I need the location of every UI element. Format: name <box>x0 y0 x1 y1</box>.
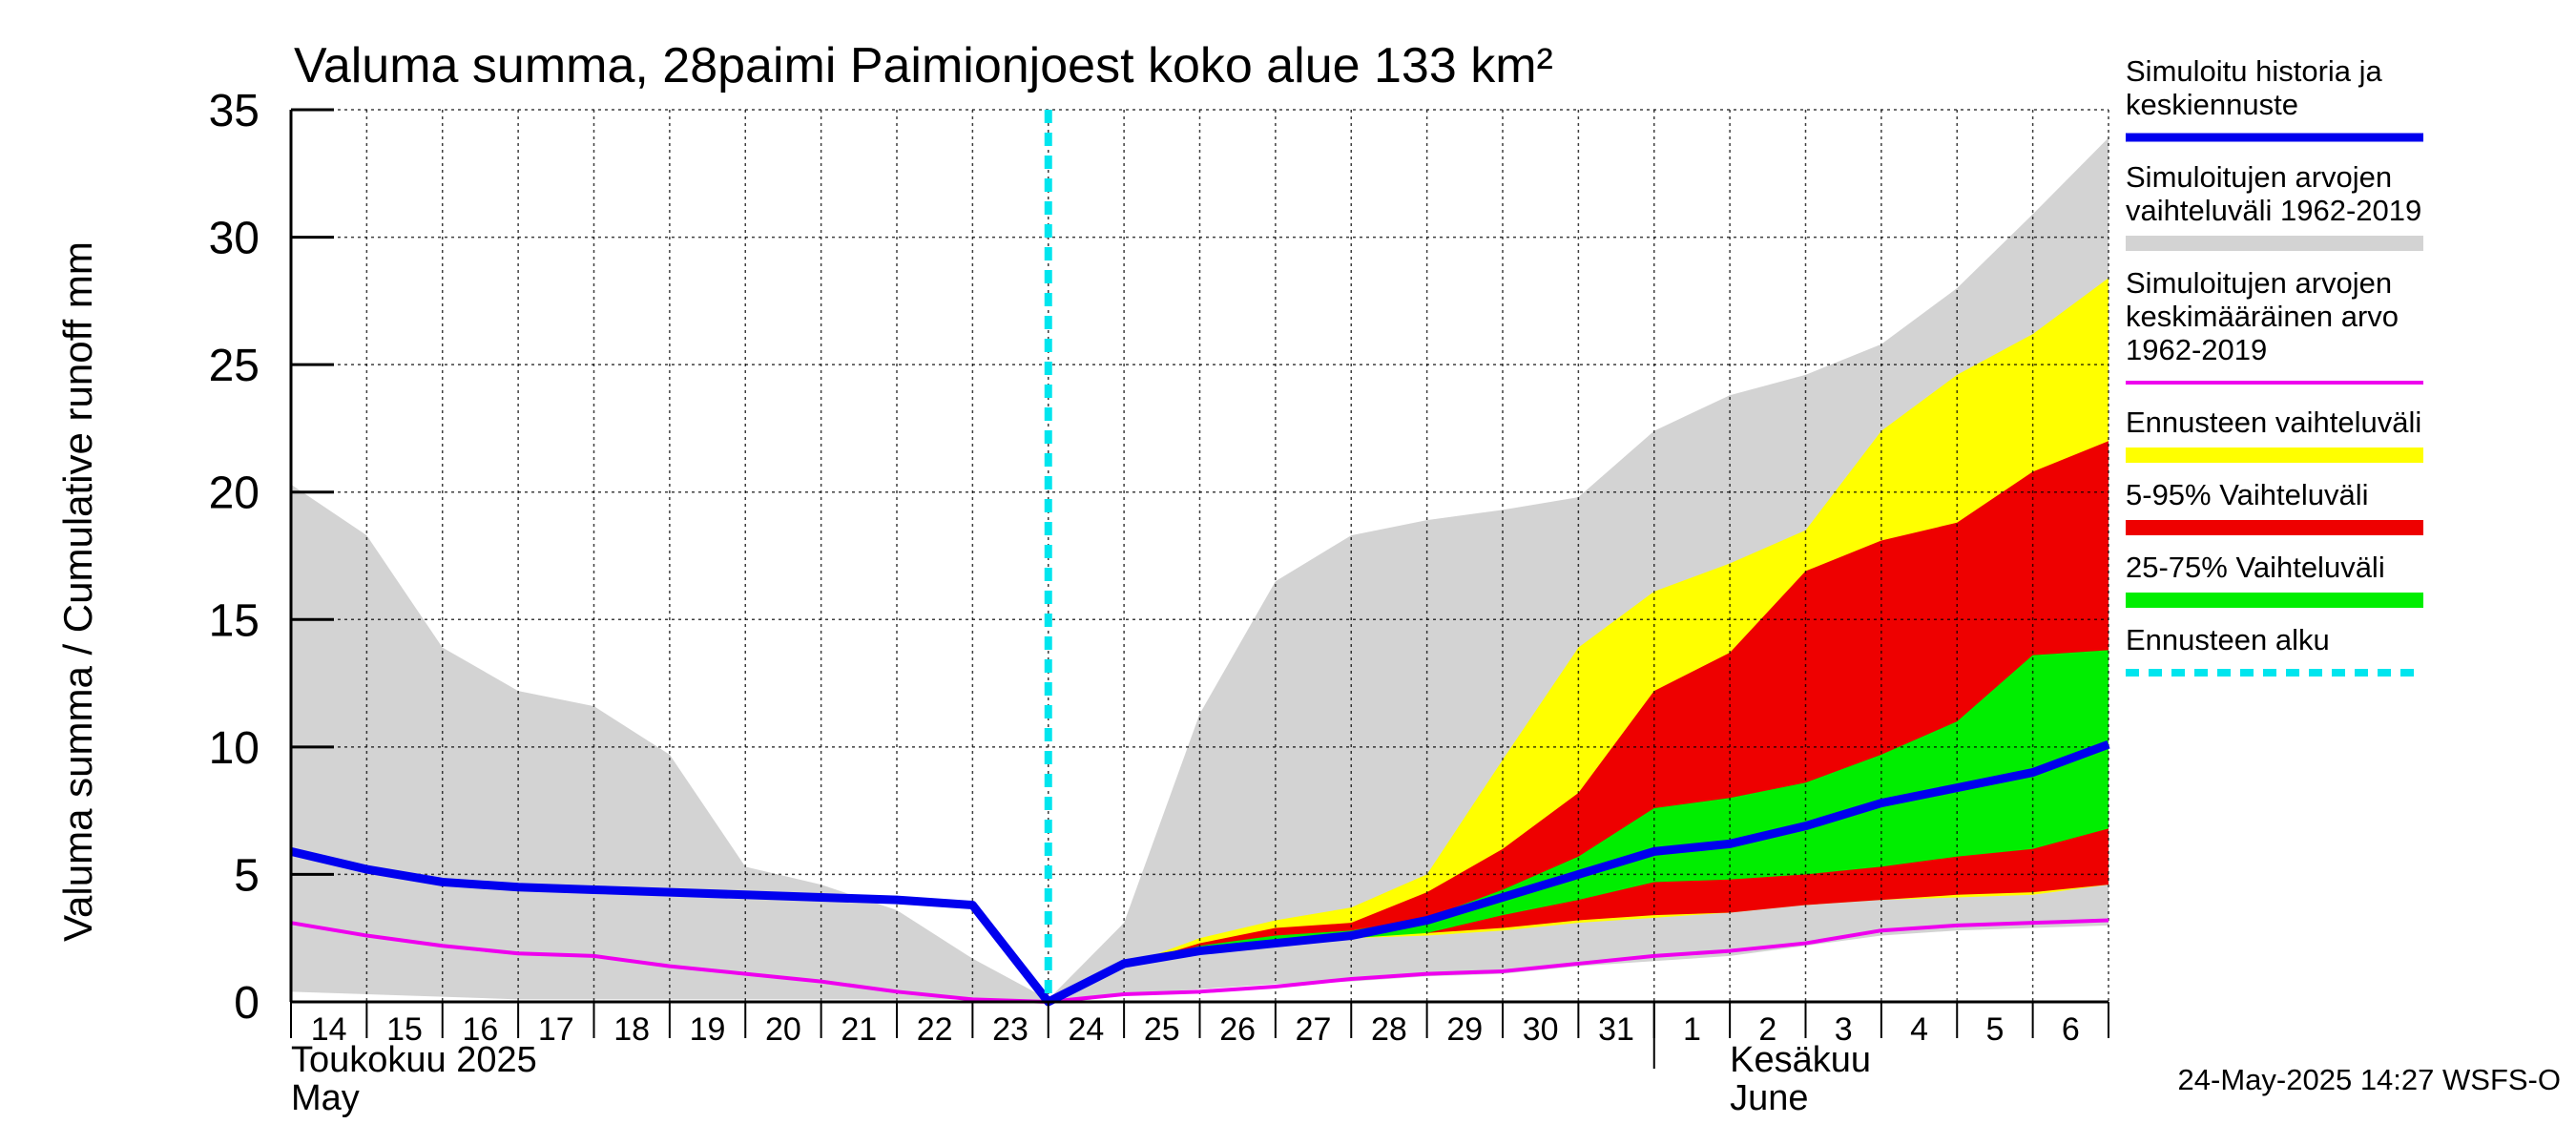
x-tick-label: 27 <box>1296 1011 1332 1048</box>
x-tick-label: 26 <box>1219 1011 1256 1048</box>
x-tick-label: 20 <box>765 1011 801 1048</box>
chart-title: Valuma summa, 28paimi Paimionjoest koko … <box>294 38 1553 94</box>
x-tick-label: 15 <box>386 1011 423 1048</box>
legend-label: Simuloitujen arvojen <box>2126 160 2392 194</box>
legend-swatch <box>2126 593 2423 608</box>
legend-swatch <box>2126 236 2423 251</box>
x-tick-label: 3 <box>1835 1011 1853 1048</box>
legend-label: 25-75% Vaihteluväli <box>2126 551 2385 584</box>
x-tick-label: 23 <box>992 1011 1028 1048</box>
x-tick-label: 18 <box>613 1011 650 1048</box>
y-axis-label: Valuma summa / Cumulative runoff mm <box>55 241 100 942</box>
history-median-line <box>289 739 2110 1007</box>
x-tick-label: 30 <box>1523 1011 1559 1048</box>
band-00ee00 <box>1048 650 2109 1002</box>
x-tick-label: 2 <box>1758 1011 1776 1048</box>
x-tick-label: 25 <box>1144 1011 1180 1048</box>
x-tick-label: 28 <box>1371 1011 1407 1048</box>
x-tick-label: 22 <box>917 1011 953 1048</box>
legend-label: Simuloitujen arvojen <box>2126 266 2392 300</box>
x-tick-label: 5 <box>1985 1011 2004 1048</box>
month-label-english: May <box>291 1078 360 1118</box>
x-tick-label: 29 <box>1446 1011 1483 1048</box>
y-tick-label: 35 <box>209 86 260 136</box>
y-tick-label: 5 <box>234 850 260 901</box>
legend-label: keskiennuste <box>2126 88 2298 121</box>
x-tick-label: 6 <box>2062 1011 2080 1048</box>
x-tick-label: 31 <box>1598 1011 1634 1048</box>
plot-area <box>289 109 2110 1007</box>
month-label: Kesäkuu <box>1730 1040 1871 1080</box>
x-tick-label: 4 <box>1910 1011 1928 1048</box>
legend-label: Simuloitu historia ja <box>2126 54 2383 88</box>
legend-swatch <box>2126 448 2423 463</box>
month-label-english: June <box>1730 1078 1808 1118</box>
legend-label: vaihteluväli 1962-2019 <box>2126 194 2421 227</box>
legend-label: 1962-2019 <box>2126 333 2267 366</box>
y-tick-label: 0 <box>234 978 260 1029</box>
y-tick-label: 10 <box>209 723 260 774</box>
x-tick-label: 19 <box>690 1011 726 1048</box>
y-tick-label: 25 <box>209 341 260 391</box>
footer-timestamp: 24-May-2025 14:27 WSFS-O <box>2178 1063 2561 1096</box>
x-tick-label: 14 <box>311 1011 347 1048</box>
x-tick-label: 16 <box>463 1011 499 1048</box>
legend-label: Ennusteen alku <box>2126 623 2330 656</box>
legend-label: keskimääräinen arvo <box>2126 300 2399 333</box>
month-label: Toukokuu 2025 <box>291 1040 537 1080</box>
x-tick-label: 24 <box>1069 1011 1105 1048</box>
x-tick-label: 1 <box>1683 1011 1701 1048</box>
x-tick-label: 21 <box>841 1011 877 1048</box>
x-tick-label: 17 <box>538 1011 574 1048</box>
historical-mean-line <box>290 918 2109 1004</box>
legend-swatch <box>2126 520 2423 535</box>
legend-label: 5-95% Vaihteluväli <box>2126 478 2368 511</box>
legend-label: Ennusteen vaihteluväli <box>2126 406 2421 439</box>
y-tick-label: 30 <box>209 214 260 264</box>
y-tick-label: 15 <box>209 595 260 646</box>
y-tick-label: 20 <box>209 468 260 519</box>
